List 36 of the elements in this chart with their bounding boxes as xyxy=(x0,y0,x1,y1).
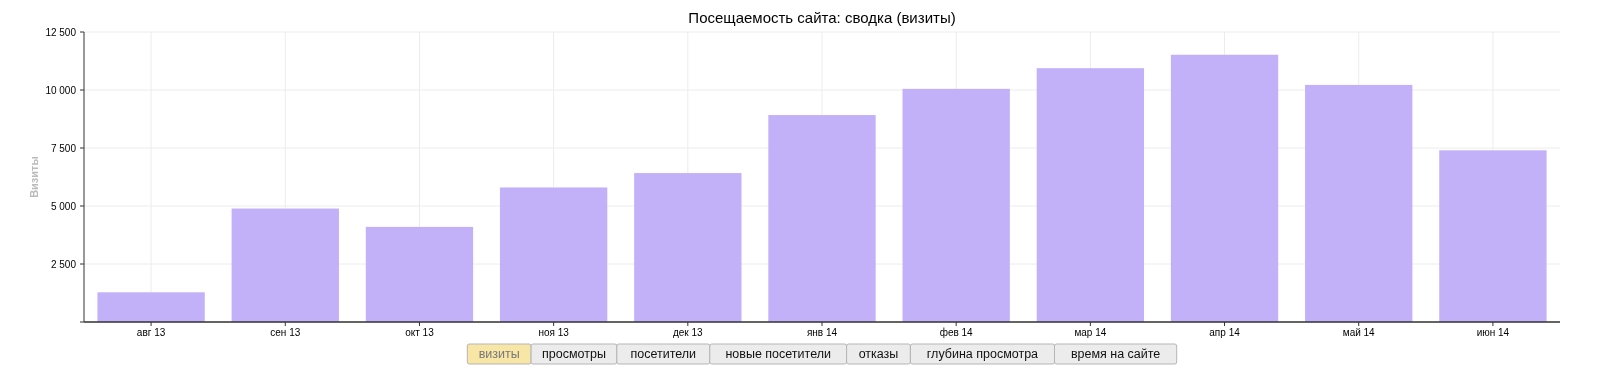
text: визиты xyxy=(478,347,520,361)
y-tick-label: 12 500 xyxy=(45,26,77,38)
chart-title: Посещаемость сайта: сводка (визиты) xyxy=(688,9,956,26)
y-tick-label: 5 000 xyxy=(50,200,77,212)
x-tick-label: фев 14 xyxy=(939,327,974,338)
bar xyxy=(1439,150,1547,322)
text: новые посетители xyxy=(725,347,831,361)
bar xyxy=(97,292,205,322)
x-tick-label: авг 13 xyxy=(136,327,166,338)
bar xyxy=(634,173,742,322)
text: глубина просмотра xyxy=(926,347,1039,361)
text: отказы xyxy=(858,347,899,361)
y-tick-label: 7 500 xyxy=(50,142,77,154)
text: время на сайте xyxy=(1070,347,1161,361)
y-tick-label: 10 000 xyxy=(45,84,77,96)
x-tick-label: июн 14 xyxy=(1476,327,1510,338)
x-tick-label: янв 14 xyxy=(806,327,838,338)
x-tick-label: ноя 13 xyxy=(538,327,570,338)
bar xyxy=(1170,54,1279,322)
bar xyxy=(499,187,608,322)
bar xyxy=(1036,68,1145,322)
bar xyxy=(768,115,876,322)
y-axis-title: Визиты xyxy=(28,156,40,198)
y-tick-label: 2 500 xyxy=(50,258,77,270)
text: посетители xyxy=(630,347,697,361)
bar xyxy=(231,208,339,322)
x-tick-label: апр 14 xyxy=(1209,327,1241,338)
bar xyxy=(1305,84,1413,322)
x-tick-label: мар 14 xyxy=(1074,327,1107,338)
bar xyxy=(902,88,1010,322)
x-tick-label: сен 13 xyxy=(270,327,301,338)
text: просмотры xyxy=(542,347,606,361)
x-tick-label: дек 13 xyxy=(672,327,704,338)
x-tick-label: май 14 xyxy=(1342,327,1376,338)
x-tick-label: окт 13 xyxy=(405,327,435,338)
bar xyxy=(365,226,474,322)
